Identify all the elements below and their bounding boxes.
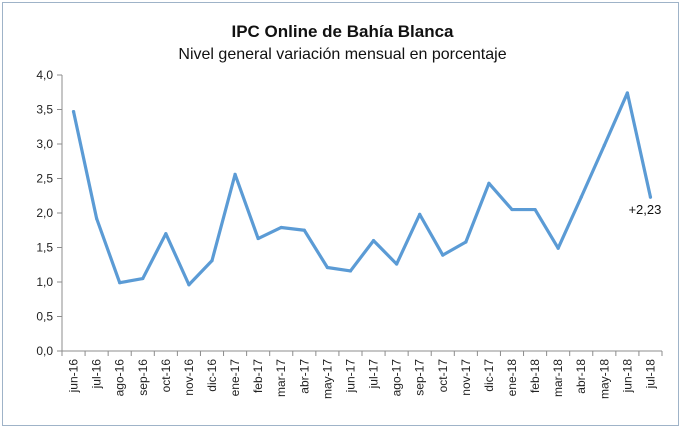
data-point	[625, 91, 629, 95]
data-point	[279, 225, 283, 230]
x-tick-label: feb-18	[528, 359, 542, 393]
x-tick-label: jun-17	[343, 359, 357, 394]
data-point	[464, 240, 468, 244]
x-tick-label: sep-17	[413, 359, 427, 396]
y-axis: 0,0 0,5 1,0 1,5 2,0 2,5 3,0 3,5 4,0	[36, 68, 63, 358]
x-tick-label: mar-18	[551, 359, 565, 397]
x-tick-label: ene-17	[228, 359, 242, 397]
chart-title: IPC Online de Bahía Blanca	[231, 22, 454, 41]
x-tick-label: nov-16	[182, 359, 196, 396]
data-point	[164, 232, 168, 236]
y-tick-label: 3,0	[36, 137, 53, 151]
data-point	[602, 143, 606, 147]
x-tick-label: jul-16	[90, 359, 104, 390]
x-tick-label: jul-17	[367, 359, 381, 390]
data-point	[71, 109, 76, 114]
x-tick-label: abr-17	[297, 359, 311, 394]
data-point	[325, 265, 329, 270]
data-point	[418, 212, 422, 216]
x-tick-label: oct-17	[436, 359, 450, 393]
y-tick-label: 2,0	[36, 206, 53, 220]
data-point	[648, 195, 653, 199]
x-tick-label: abr-18	[574, 359, 588, 394]
x-tick-label: oct-16	[159, 359, 173, 393]
data-point	[371, 239, 376, 243]
x-tick-label: dic-17	[482, 359, 496, 392]
data-point	[210, 259, 214, 263]
y-tick-label: 2,5	[36, 172, 53, 186]
data-point	[256, 236, 260, 241]
x-tick-label: ago-17	[390, 359, 404, 397]
data-point	[395, 262, 399, 266]
data-point	[95, 216, 99, 221]
y-tick-label: 1,5	[36, 241, 53, 255]
series-group	[71, 91, 653, 287]
data-label: +2,23	[628, 202, 661, 217]
x-tick-label: dic-16	[205, 359, 219, 392]
data-point	[141, 276, 145, 281]
y-tick-label: 0,5	[36, 310, 53, 324]
x-tick-label: jun-18	[620, 359, 634, 394]
x-tick-label: jul-18	[643, 359, 657, 390]
chart-frame	[2, 2, 679, 426]
data-point	[348, 269, 353, 273]
data-point	[510, 207, 514, 212]
data-point	[118, 281, 122, 285]
annotations: +2,23	[628, 202, 661, 217]
data-point	[533, 207, 537, 212]
data-point	[487, 181, 491, 185]
x-tick-label: sep-16	[136, 359, 150, 396]
x-tick-label: may-17	[320, 359, 334, 399]
x-tick-label: mar-17	[274, 359, 288, 397]
data-point	[556, 246, 560, 250]
x-tick-label: may-18	[597, 359, 611, 399]
data-point	[579, 195, 583, 199]
x-axis: jun-16 jul-16 ago-16 sep-16 oct-16 nov-16 dic-…	[61, 350, 663, 399]
series-line	[71, 91, 653, 287]
chart-subtitle: Nivel general variación mensual en porce…	[178, 46, 507, 63]
y-tick-label: 4,0	[36, 68, 53, 82]
x-tick-label: feb-17	[251, 359, 265, 393]
y-tick-label: 0,0	[36, 344, 53, 358]
x-tick-label: jun-16	[67, 359, 81, 394]
data-point	[302, 228, 306, 232]
x-tick-label: ago-16	[113, 359, 127, 397]
data-point	[441, 253, 445, 257]
y-tick-label: 3,5	[36, 103, 53, 117]
x-tick-label: ene-18	[505, 359, 519, 397]
data-point	[187, 283, 191, 287]
data-point	[233, 172, 237, 176]
x-tick-label: nov-17	[459, 359, 473, 396]
y-tick-label: 1,0	[36, 275, 53, 289]
